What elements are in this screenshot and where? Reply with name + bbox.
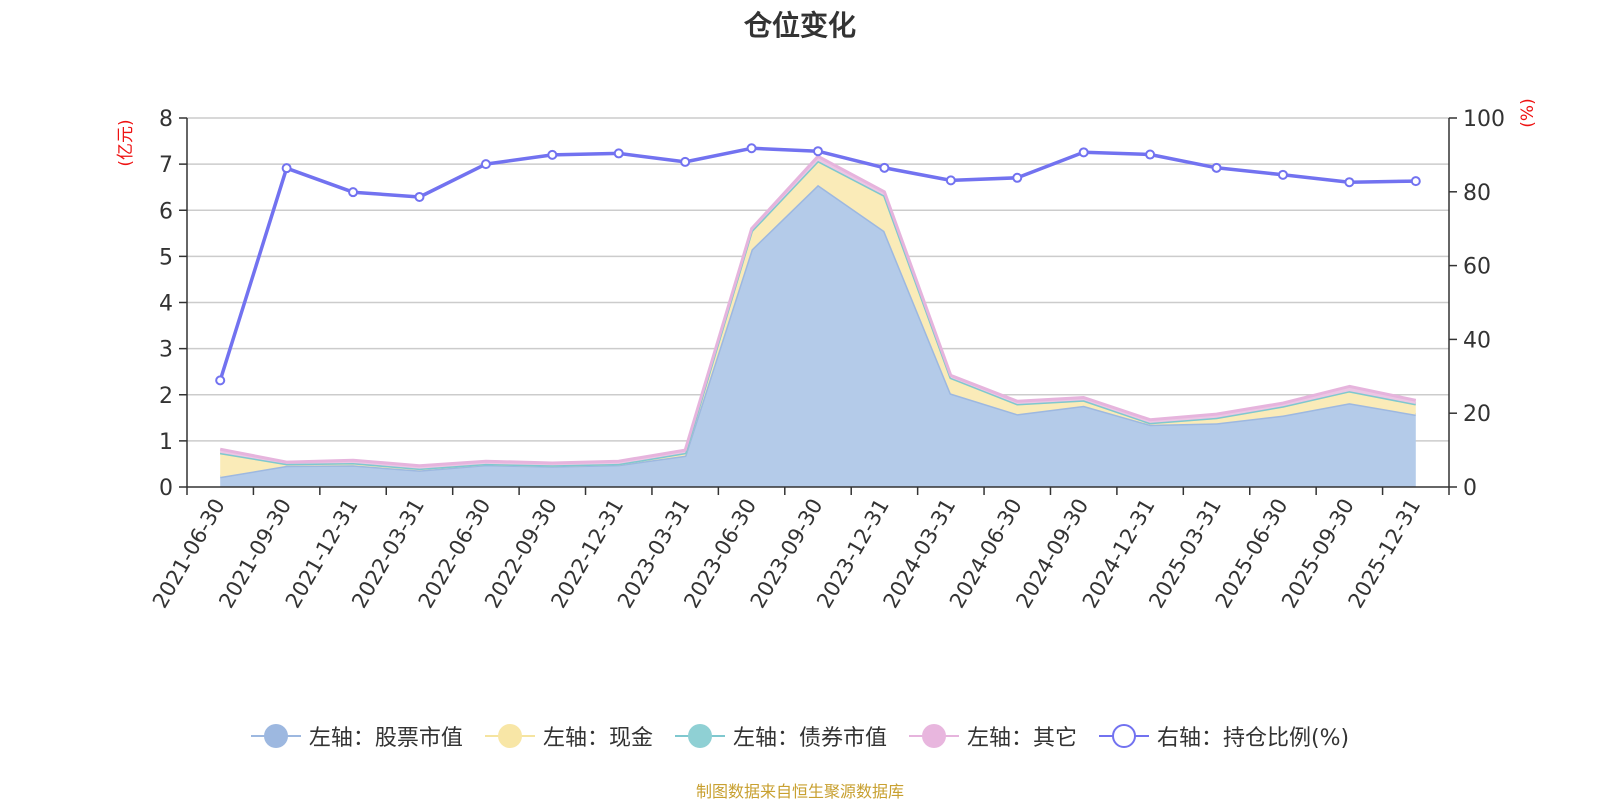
holding-ratio-point [1078, 147, 1089, 158]
right-axis-tick-label: 80 [1463, 181, 1491, 206]
holding-ratio-point [547, 149, 558, 160]
holding-ratio-point [879, 162, 890, 173]
legend-marker-other [908, 724, 959, 748]
right-axis-tick-label: 60 [1463, 255, 1491, 280]
holding-ratio-point [480, 159, 491, 170]
area-series-0 [220, 184, 1416, 487]
legend-item-cash[interactable]: 左轴：现金 [484, 720, 653, 752]
holding-ratio-point [348, 187, 359, 198]
legend-item-other[interactable]: 左轴：其它 [908, 720, 1077, 752]
holding-ratio-point [281, 163, 292, 174]
legend-item-stock[interactable]: 左轴：股票市值 [250, 720, 463, 752]
chart-legend: 左轴：股票市值 左轴：现金 左轴：债券市值 左轴：其它 右轴：持仓比例(%) [0, 720, 1600, 752]
right-axis-tick-label: 40 [1463, 328, 1491, 353]
left-axis-tick-label: 3 [159, 338, 173, 363]
holding-ratio-point [215, 375, 226, 386]
legend-label-bond: 左轴：债券市值 [732, 726, 887, 751]
left-axis-tick-label: 7 [159, 153, 173, 178]
holding-ratio-point [680, 156, 691, 167]
left-axis-tick-label: 8 [159, 107, 173, 132]
holding-ratio-point [414, 191, 425, 202]
x-axis-tick-label: 2025-12-31 [1344, 495, 1426, 613]
holding-ratio-point [1211, 162, 1222, 173]
legend-label-other: 左轴：其它 [966, 726, 1077, 751]
right-axis-title: (%) [1518, 98, 1538, 127]
legend-marker-stock [250, 724, 301, 748]
left-axis-title: (亿元) [116, 119, 136, 166]
legend-label-cash: 左轴：现金 [542, 726, 653, 751]
holding-ratio-point [1145, 149, 1156, 160]
left-axis-tick-label: 5 [159, 245, 173, 270]
legend-marker-bond [674, 724, 725, 748]
left-axis-tick-label: 1 [159, 430, 173, 455]
data-source-note: 制图数据来自恒生聚源数据库 [695, 782, 904, 801]
right-axis-tick-label: 0 [1463, 476, 1477, 501]
left-axis-tick-label: 0 [159, 476, 173, 501]
holding-ratio-point [1277, 169, 1288, 180]
legend-label-holding-ratio: 右轴：持仓比例(%) [1156, 726, 1350, 751]
holding-ratio-point [1410, 176, 1421, 187]
right-axis-tick-label: 20 [1463, 402, 1491, 427]
left-axis-tick-label: 4 [159, 292, 173, 317]
holding-ratio-point [746, 143, 757, 154]
left-axis-tick-label: 6 [159, 199, 173, 224]
right-axis-tick-label: 100 [1463, 107, 1505, 132]
holding-ratio-point [1012, 172, 1023, 183]
left-axis-tick-label: 2 [159, 384, 173, 409]
legend-item-holding-ratio[interactable]: 右轴：持仓比例(%) [1098, 720, 1350, 752]
chart-title: 仓位变化 [743, 9, 856, 42]
area-series-line-3 [219, 154, 1417, 468]
holding-ratio-point [945, 175, 956, 186]
legend-item-bond[interactable]: 左轴：债券市值 [674, 720, 887, 752]
legend-marker-cash [484, 724, 535, 748]
legend-marker-holding-ratio [1098, 724, 1149, 748]
holding-ratio-point [813, 146, 823, 157]
legend-label-stock: 左轴：股票市值 [308, 726, 463, 751]
holding-ratio-point [613, 148, 624, 159]
holding-ratio-point [1344, 177, 1355, 188]
